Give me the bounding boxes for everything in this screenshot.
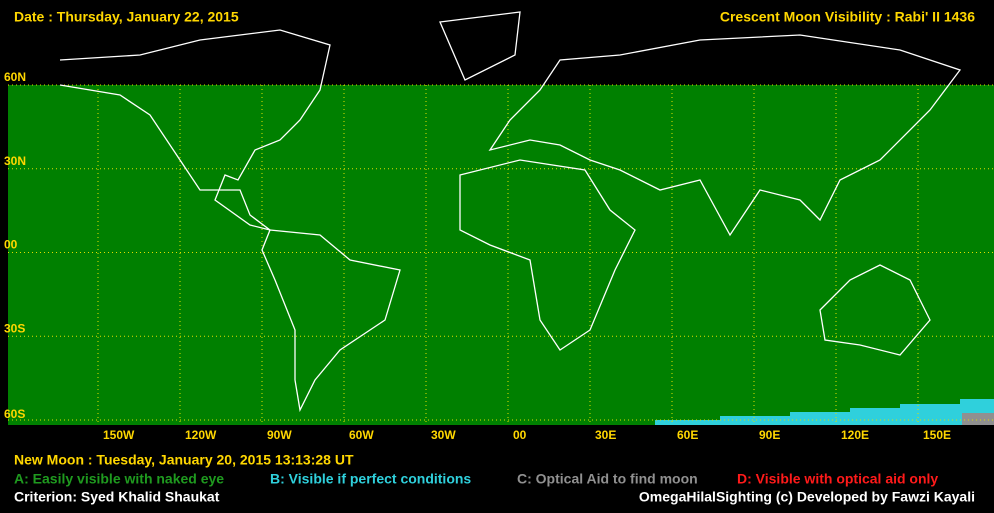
north-america <box>59 29 331 231</box>
legend: A: Easily visible with naked eye B: Visib… <box>14 471 938 487</box>
legend-item: B: Visible if perfect conditions <box>270 471 471 487</box>
lon-label: 30E <box>595 428 616 442</box>
lat-label: 30N <box>4 154 26 168</box>
south-america <box>261 229 401 413</box>
lon-label: 150E <box>923 428 951 442</box>
africa <box>459 159 636 351</box>
eurasia <box>488 34 962 237</box>
coastlines <box>59 11 962 413</box>
new-moon: New Moon : Tuesday, January 20, 2015 13:… <box>14 452 354 468</box>
legend-item: D: Visible with optical aid only <box>737 471 938 487</box>
lon-label: 60E <box>677 428 698 442</box>
visibility-zone-b <box>655 399 994 425</box>
greenland <box>439 11 521 81</box>
visibility-zone-c <box>962 413 994 425</box>
lon-label: 150W <box>103 428 135 442</box>
lon-label: 30W <box>431 428 456 442</box>
lon-label: 120E <box>841 428 869 442</box>
credit: OmegaHilalSighting (c) Developed by Fawz… <box>639 489 975 505</box>
title: Crescent Moon Visibility : Rabi' II 1436 <box>720 9 975 25</box>
lon-label: 90E <box>759 428 780 442</box>
australia <box>819 264 931 356</box>
lon-label: 00 <box>513 428 527 442</box>
lat-label: 30S <box>4 321 25 335</box>
criterion: Criterion: Syed Khalid Shaukat <box>14 489 220 505</box>
lon-label: 120W <box>185 428 217 442</box>
lat-label: 60N <box>4 70 26 84</box>
legend-item: A: Easily visible with naked eye <box>14 471 224 487</box>
legend-item: C: Optical Aid to find moon <box>517 471 698 487</box>
lat-label: 00 <box>4 238 18 252</box>
lat-label: 60S <box>4 407 25 421</box>
lon-label: 60W <box>349 428 374 442</box>
visibility-zone-a <box>8 85 994 425</box>
date: Date : Thursday, January 22, 2015 <box>14 9 239 25</box>
grid <box>8 84 994 425</box>
lon-label: 90W <box>267 428 292 442</box>
